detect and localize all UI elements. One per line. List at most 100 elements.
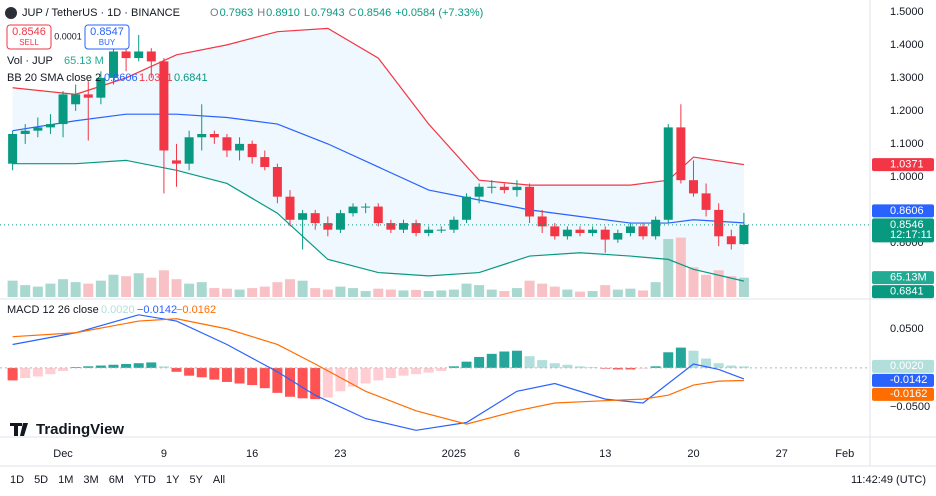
macd-histogram-bar — [575, 366, 585, 368]
ohlc-value: 0.7963 — [220, 7, 254, 19]
macd-histogram-bar — [549, 363, 560, 368]
candle-body — [184, 137, 194, 164]
y-tick-label: 1.1000 — [890, 138, 924, 150]
volume-bar — [58, 279, 69, 297]
candle-body — [134, 51, 144, 59]
range-button[interactable]: 1M — [58, 474, 73, 486]
candle-body — [146, 51, 156, 62]
candle-body — [651, 219, 661, 237]
candle-body — [71, 94, 81, 105]
candle-body — [260, 157, 270, 167]
volume-bar — [108, 274, 119, 297]
volume-bar — [32, 286, 43, 297]
x-tick-label: 27 — [776, 448, 788, 460]
brand: TradingView — [36, 421, 124, 438]
bb-band-fill — [12, 28, 744, 282]
macd-histogram-bar — [322, 367, 333, 398]
toolbar: 1D 5D 1M 3M 6M YTD 1Y 5Y All — [10, 474, 225, 486]
buy-button[interactable] — [84, 24, 130, 50]
volume-bar — [20, 285, 31, 297]
x-tick-label: Dec — [53, 448, 73, 460]
volume-bar — [423, 291, 434, 297]
macd-histogram-bar — [474, 356, 485, 368]
macd-histogram-bar — [562, 364, 573, 368]
x-tick-label: 13 — [599, 448, 611, 460]
x-tick-label: 2025 — [442, 448, 466, 460]
volume-bar — [335, 286, 346, 297]
candle-body — [487, 186, 497, 188]
candle-body — [676, 127, 686, 181]
range-button[interactable]: All — [213, 474, 225, 486]
macd-histogram-bar — [688, 350, 699, 368]
macd-histogram-bar — [587, 367, 598, 368]
range-button[interactable]: 5D — [34, 474, 48, 486]
macd-histogram-bar — [511, 350, 522, 368]
ohlc-change: +0.0584 (+7.33%) — [395, 7, 483, 19]
ohlc-key: H — [257, 7, 265, 19]
macd-histogram-bar — [171, 367, 182, 372]
candle-body — [499, 186, 509, 191]
macd-histogram-bar — [738, 366, 749, 368]
volume-bar — [625, 288, 636, 297]
candle-body — [588, 229, 598, 233]
candle-body — [348, 206, 358, 214]
volume-bar — [70, 282, 81, 297]
volume-bar — [385, 289, 396, 297]
y-tick-label: 1.4000 — [890, 39, 924, 51]
price-badge-label: 0.6841 — [890, 286, 924, 298]
range-button[interactable]: 3M — [83, 474, 98, 486]
x-tick-label: 6 — [514, 448, 520, 460]
price-badge-label: 1.0371 — [890, 159, 924, 171]
volume-bar — [348, 288, 359, 297]
macd-histogram-bar — [285, 367, 295, 397]
y-tick-label: 1.0000 — [890, 171, 924, 183]
macd-histogram-bar — [385, 367, 396, 379]
macd-legend-value: −0.0162 — [176, 304, 216, 316]
volume-bar — [663, 239, 674, 297]
candle-body — [298, 213, 308, 220]
macd-histogram-bar — [650, 366, 661, 368]
macd-histogram-bar — [436, 367, 447, 372]
volume-bar — [322, 289, 333, 297]
macd-histogram-bar — [196, 367, 207, 378]
range-button[interactable]: 1D — [10, 474, 24, 486]
sell-button[interactable] — [6, 24, 52, 50]
sell-price: 0.8546 — [12, 26, 46, 38]
macd-histogram-bar — [310, 367, 321, 400]
ohlc-key: L — [304, 7, 310, 19]
macd-histogram-bar — [247, 367, 258, 386]
macd-histogram-bar — [675, 347, 686, 368]
candle-body — [663, 127, 673, 220]
volume-bar — [587, 291, 598, 297]
price-badge — [872, 271, 934, 285]
macd-histogram-bar — [184, 367, 195, 376]
candle-body — [33, 127, 43, 131]
volume-bar — [83, 283, 94, 297]
macd-tick-label: −0.0500 — [890, 401, 930, 413]
volume-bar — [738, 277, 749, 297]
price-badge — [872, 359, 934, 373]
range-button[interactable]: 6M — [109, 474, 124, 486]
candle-body — [537, 216, 547, 227]
price-badge — [872, 373, 934, 387]
volume-bar — [713, 270, 724, 297]
volume-bar — [549, 286, 560, 297]
ohlc-value: 0.8546 — [358, 7, 392, 19]
price-badge — [872, 158, 934, 172]
macd-histogram-bar — [713, 363, 724, 368]
range-button[interactable]: 1Y — [166, 474, 180, 486]
macd-histogram-bar — [259, 367, 270, 389]
macd-histogram-bar — [499, 351, 510, 368]
volume-bar — [297, 280, 308, 297]
macd-histogram-bar — [448, 366, 459, 368]
candle-body — [386, 223, 396, 230]
candle-body — [398, 223, 408, 230]
range-button[interactable]: 5Y — [189, 474, 203, 486]
x-tick-label: 20 — [687, 448, 699, 460]
volume-bar — [638, 290, 649, 297]
candle-body — [474, 186, 484, 197]
candle-body — [159, 61, 169, 151]
macd-histogram-bar — [158, 366, 169, 368]
range-button[interactable]: YTD — [134, 474, 156, 486]
macd-histogram-bar — [272, 367, 283, 393]
